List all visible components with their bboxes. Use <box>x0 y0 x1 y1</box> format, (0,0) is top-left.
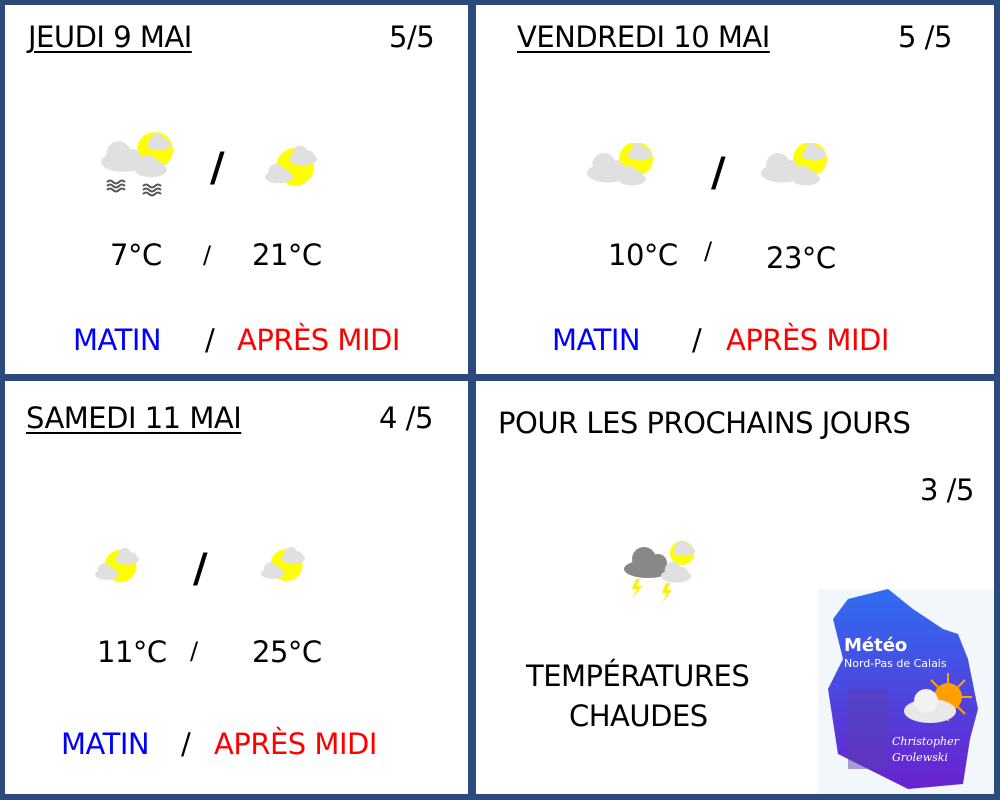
logo-subtitle: Nord-Pas de Calais <box>844 657 947 670</box>
temp-afternoon: 25°C <box>252 635 322 669</box>
day-panel-thursday: JEUDI 9 MAI 5/5 / 7°C / 21°C MATIN / APR… <box>5 5 468 374</box>
day-title: JEUDI 9 MAI <box>28 20 192 54</box>
sun-cloud-icon <box>95 544 150 589</box>
temp-afternoon: 21°C <box>252 238 322 272</box>
day-panel-saturday: SAMEDI 11 MAI 4 /5 / 11°C / 25°C MATIN /… <box>5 381 468 794</box>
day-rating: 5/5 <box>389 20 435 54</box>
sun-cloud-icon <box>261 543 316 588</box>
temp-morning: 10°C <box>608 238 678 272</box>
label-morning: MATIN <box>552 323 641 357</box>
label-morning: MATIN <box>61 727 150 761</box>
separator: / <box>205 323 215 357</box>
logo-title: Météo <box>844 635 908 656</box>
day-rating: 5 /5 <box>898 20 952 54</box>
separator: / <box>181 727 191 761</box>
temp-morning: 11°C <box>97 635 167 669</box>
separator: / <box>190 637 198 665</box>
fog-cloud-sun-icon <box>101 132 173 197</box>
meteo-logo: Météo Nord-Pas de Calais Christopher Gro… <box>818 589 994 794</box>
separator: / <box>711 150 726 196</box>
logo-author-2: Grolewski <box>892 751 948 764</box>
outlook-rating: 3 /5 <box>920 473 974 507</box>
label-afternoon: APRÈS MIDI <box>726 323 889 357</box>
temp-afternoon: 23°C <box>766 241 836 275</box>
logo-author-1: Christopher <box>892 735 959 748</box>
outlook-title: POUR LES PROCHAINS JOURS <box>498 406 911 440</box>
outlook-text-line2: CHAUDES <box>569 699 708 733</box>
temp-morning: 7°C <box>110 238 162 272</box>
sun-cloud-icon <box>265 145 330 190</box>
cloud-sun-icon <box>758 143 833 193</box>
separator: / <box>203 241 211 269</box>
thunderstorm-icon <box>624 540 695 603</box>
day-title: VENDREDI 10 MAI <box>517 20 770 54</box>
cloud-sun-icon <box>584 143 659 193</box>
separator: / <box>193 546 208 592</box>
day-title: SAMEDI 11 MAI <box>26 401 242 435</box>
separator: / <box>692 323 702 357</box>
day-rating: 4 /5 <box>379 401 433 435</box>
separator: / <box>210 145 225 191</box>
outlook-text-line1: TEMPÉRATURES <box>526 659 750 693</box>
outlook-panel: POUR LES PROCHAINS JOURS 3 /5 TEMPÉRATUR… <box>476 381 994 794</box>
label-afternoon: APRÈS MIDI <box>214 727 377 761</box>
day-panel-friday: VENDREDI 10 MAI 5 /5 / 10°C / 23°C MATIN… <box>476 5 994 374</box>
label-morning: MATIN <box>73 323 162 357</box>
separator: / <box>704 237 712 265</box>
label-afternoon: APRÈS MIDI <box>237 323 400 357</box>
